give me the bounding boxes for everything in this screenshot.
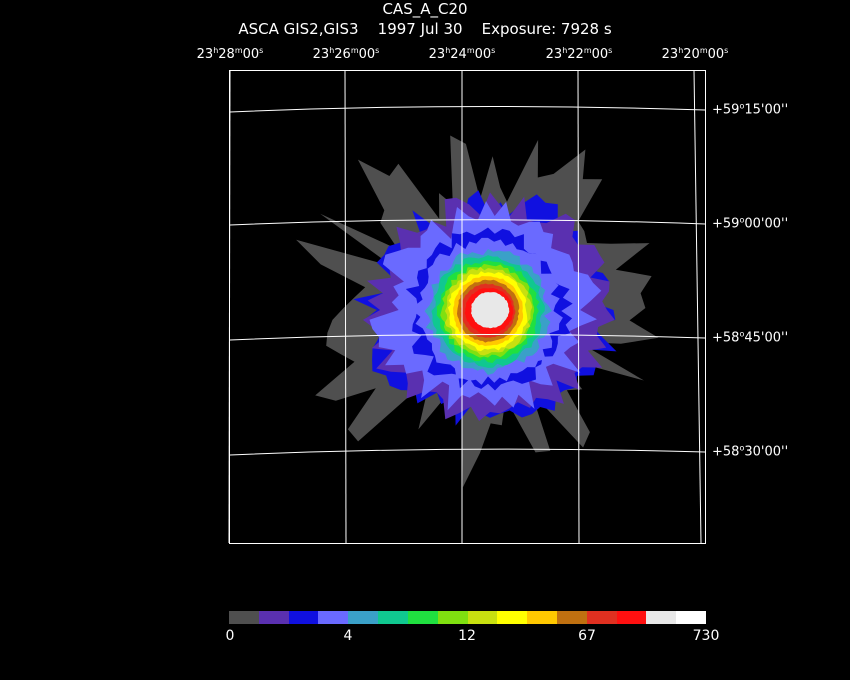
colorbar-tick-label: 12 <box>458 628 476 644</box>
colorbar <box>229 611 706 624</box>
colorbar-swatch <box>229 611 259 624</box>
ra-grid-line <box>344 69 347 544</box>
colorbar-swatch <box>437 611 468 624</box>
colorbar-swatch <box>288 611 319 624</box>
colorbar-swatch <box>676 611 706 624</box>
dec-grid-line <box>229 219 706 226</box>
colorbar-swatch <box>407 611 438 624</box>
exposure-label: Exposure: 7928 s <box>481 20 612 38</box>
ra-tick-label: 23h22m00s <box>545 46 613 62</box>
colorbar-tick-label: 67 <box>578 628 596 644</box>
ra-tick-label: 23h28m00s <box>196 46 264 62</box>
dec-grid-line <box>229 333 706 341</box>
colorbar-swatch <box>586 611 617 624</box>
dec-tick-label: +58o30'00'' <box>712 443 789 460</box>
observation-date: 1997 Jul 30 <box>377 20 463 38</box>
ra-tick-label: 23h26m00s <box>312 46 380 62</box>
source-emission <box>296 135 659 488</box>
colorbar-swatch <box>378 611 408 624</box>
colorbar-swatch <box>318 611 349 624</box>
colorbar-swatch <box>616 611 647 624</box>
plot-frame <box>229 70 706 544</box>
colorbar-tick-label: 4 <box>343 628 353 644</box>
colorbar-swatch <box>497 611 528 624</box>
coordinate-grid <box>228 69 706 544</box>
instrument-label: ASCA GIS2,GIS3 <box>238 20 359 38</box>
dec-tick-label: +59o00'00'' <box>712 215 789 232</box>
dec-grid-line <box>229 105 706 113</box>
emission-contour <box>473 294 507 326</box>
dec-grid-line <box>229 448 706 456</box>
colorbar-swatch <box>556 611 587 624</box>
colorbar-tick-label: 0 <box>225 628 235 644</box>
ra-tick-label: 23h24m00s <box>428 46 496 62</box>
ra-grid-line <box>577 69 580 544</box>
image-title: CAS_A_C20 <box>382 0 468 18</box>
colorbar-swatch <box>467 611 498 624</box>
ra-tick-label: 23h20m00s <box>661 46 729 62</box>
dec-tick-label: +59o15'00'' <box>712 101 789 118</box>
dec-tick-label: +58o45'00'' <box>712 329 789 346</box>
image-subtitle: ASCA GIS2,GIS3 1997 Jul 30 Exposure: 792… <box>0 20 850 38</box>
colorbar-swatch <box>348 611 379 624</box>
ra-grid-line <box>693 69 702 544</box>
colorbar-swatch <box>527 611 557 624</box>
colorbar-tick-label: 730 <box>692 628 720 644</box>
colorbar-swatch <box>258 611 289 624</box>
colorbar-swatch <box>646 611 677 624</box>
